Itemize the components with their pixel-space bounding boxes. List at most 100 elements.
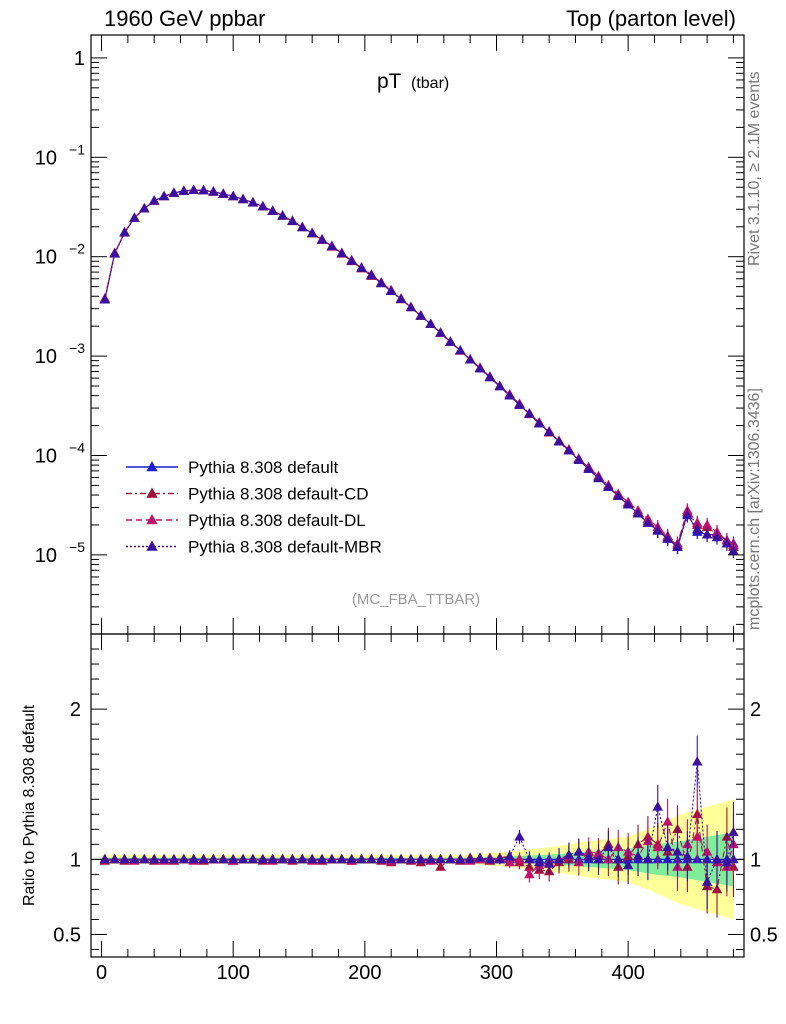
ratio-data-point (504, 850, 515, 861)
ratio-data-point (257, 853, 269, 864)
main-data-point (632, 508, 644, 518)
main-data-point (553, 436, 565, 446)
ratio-data-point (603, 841, 614, 852)
ratio-data-point (553, 853, 565, 864)
ratio-data-point (306, 853, 318, 864)
main-data-point (642, 517, 654, 527)
main-y-tick-exponent: −1 (69, 141, 85, 157)
legend-label: Pythia 8.308 default-MBR (188, 538, 382, 557)
ratio-data-point (692, 831, 703, 841)
analysis-watermark: (MC_FBA_TTBAR) (352, 591, 480, 608)
main-data-point (504, 390, 515, 400)
main-data-point (376, 277, 387, 288)
legend-marker (146, 514, 158, 525)
ratio-data-point (534, 856, 545, 867)
ratio-data-point (356, 853, 367, 864)
main-data-point (99, 294, 111, 304)
plot-title: pT (377, 70, 402, 93)
ratio-data-point (573, 846, 585, 856)
main-data-point (593, 472, 604, 483)
main-data-point (109, 248, 120, 258)
legend: Pythia 8.308 default Pythia 8.308 default… (126, 458, 382, 557)
main-y-tick-label: 10 (35, 445, 57, 467)
ratio-data-point (188, 853, 199, 864)
main-data-point (415, 310, 427, 320)
main-data-point (524, 408, 535, 418)
main-data-point (297, 221, 308, 232)
main-data-point (622, 499, 634, 509)
ratio-data-point (692, 756, 703, 766)
legend-label: Pythia 8.308 default-CD (188, 485, 369, 504)
ratio-data-point (158, 853, 170, 864)
ratio-data-point (632, 850, 644, 861)
main-series-3 (99, 184, 739, 558)
main-y-tick-exponent: −3 (69, 340, 85, 356)
main-y-tick-label: 10 (35, 247, 57, 269)
legend-marker (146, 540, 158, 551)
ratio-data-point (425, 853, 436, 864)
ratio-data-point (514, 853, 525, 864)
ratio-data-point (642, 853, 654, 864)
ratio-data-point (652, 841, 663, 852)
ratio-data-point (464, 853, 476, 864)
ratio-data-point (139, 853, 150, 864)
main-data-point (208, 186, 219, 196)
ratio-data-point (524, 868, 535, 879)
ratio-data-point (99, 853, 111, 864)
ratio-data-point (267, 853, 278, 864)
main-data-point (119, 227, 130, 237)
x-tick-label: 100 (216, 962, 249, 984)
ratio-data-point (563, 849, 575, 859)
ratio-data-point (474, 852, 486, 862)
main-y-tick-exponent: −2 (69, 241, 85, 257)
ratio-data-point (652, 801, 663, 811)
main-data-point (188, 184, 199, 194)
legend-label: Pythia 8.308 default-DL (188, 511, 366, 530)
main-data-point (257, 200, 269, 211)
main-data-point (701, 529, 713, 539)
ratio-data-point (711, 853, 723, 864)
ratio-series-3 (99, 735, 739, 910)
main-data-point (218, 188, 229, 198)
ratio-data-point (415, 853, 427, 864)
main-data-point (721, 538, 733, 548)
ratio-data-point (208, 853, 219, 864)
main-data-point (148, 195, 160, 205)
main-data-point (494, 380, 506, 391)
main-data-point (425, 318, 436, 328)
main-y-tick-label: 10 (35, 545, 57, 567)
main-data-point (237, 193, 249, 204)
ratio-y-tick-label-right: 2 (750, 699, 761, 721)
main-data-point (711, 531, 723, 542)
main-data-point (139, 203, 150, 213)
ratio-data-point (198, 853, 209, 864)
ratio-data-point (662, 816, 673, 826)
main-data-point (652, 525, 663, 535)
main-data-point (356, 262, 367, 272)
main-data-point (484, 371, 496, 382)
ratio-data-point (701, 846, 713, 856)
main-data-point (672, 541, 683, 551)
main-data-point (277, 210, 288, 220)
main-data-point (692, 524, 703, 534)
ratio-data-point (346, 853, 357, 864)
ratio-data-point (484, 853, 496, 864)
ratio-data-point (129, 853, 140, 864)
ratio-y-tick-label-left: 1 (70, 849, 81, 871)
ratio-y-tick-label-left: 2 (70, 699, 81, 721)
header-process-label: Top (parton level) (566, 6, 736, 31)
main-data-point (366, 269, 377, 280)
main-y-tick-label: 1 (74, 48, 85, 70)
ratio-plot-frame (90, 633, 745, 958)
main-data-point (287, 215, 298, 225)
main-data-point (198, 184, 209, 195)
main-data-point (534, 417, 545, 428)
x-tick-label: 200 (348, 962, 381, 984)
ratio-data-point (218, 853, 229, 864)
main-data-point (692, 517, 703, 527)
main-y-tick-label: 10 (35, 346, 57, 368)
ratio-data-point (395, 853, 407, 864)
main-data-point (455, 344, 466, 355)
ratio-data-point (376, 853, 387, 864)
main-y-tick-exponent: −5 (69, 539, 85, 555)
